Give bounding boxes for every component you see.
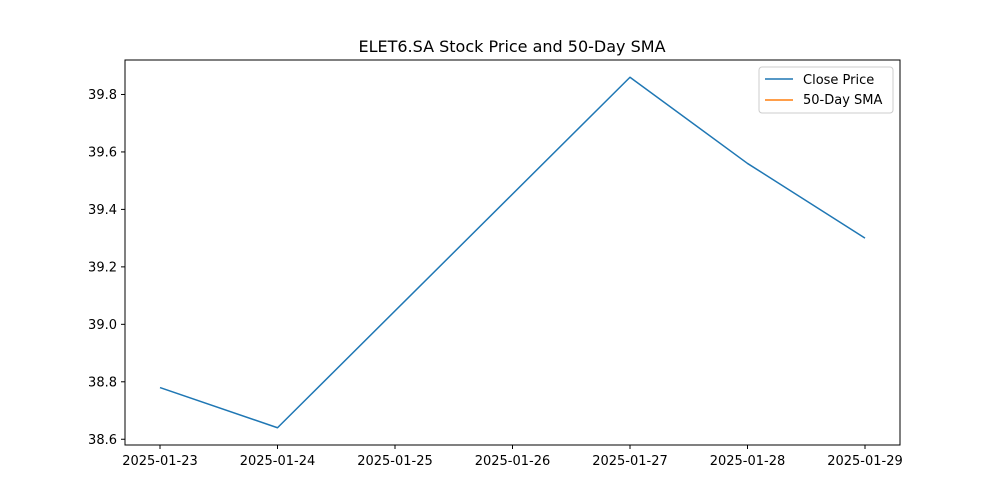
x-tick-label: 2025-01-25 [357,454,433,469]
plot-frame [124,59,901,446]
x-tick-label: 2025-01-27 [592,454,668,469]
legend-label-close-price: Close Price [803,73,874,88]
plot-area [124,59,901,446]
chart-title: ELET6.SA Stock Price and 50-Day SMA [358,37,665,56]
y-tick-label: 39.4 [88,203,117,218]
x-tick-label: 2025-01-28 [710,454,786,469]
y-axis: 38.6 38.8 39.0 39.2 39.4 39.6 39.8 [88,88,125,448]
legend: Close Price 50-Day SMA [758,66,894,114]
x-axis: 2025-01-23 2025-01-24 2025-01-25 2025-01-26… [122,445,903,469]
y-tick-label: 39.8 [88,88,117,103]
series-layer [159,76,866,429]
series-line-close-price [159,76,866,429]
x-tick-label: 2025-01-26 [475,454,551,469]
legend-label-50-day-sma: 50-Day SMA [803,93,883,108]
x-tick-label: 2025-01-29 [827,454,903,469]
y-tick-label: 38.8 [88,375,117,390]
x-tick-label: 2025-01-24 [240,454,316,469]
y-tick-label: 39.2 [88,260,117,275]
x-tick-label: 2025-01-23 [122,454,198,469]
y-tick-label: 39.0 [88,318,117,333]
y-tick-label: 39.6 [88,145,117,160]
y-tick-label: 38.6 [88,433,117,448]
